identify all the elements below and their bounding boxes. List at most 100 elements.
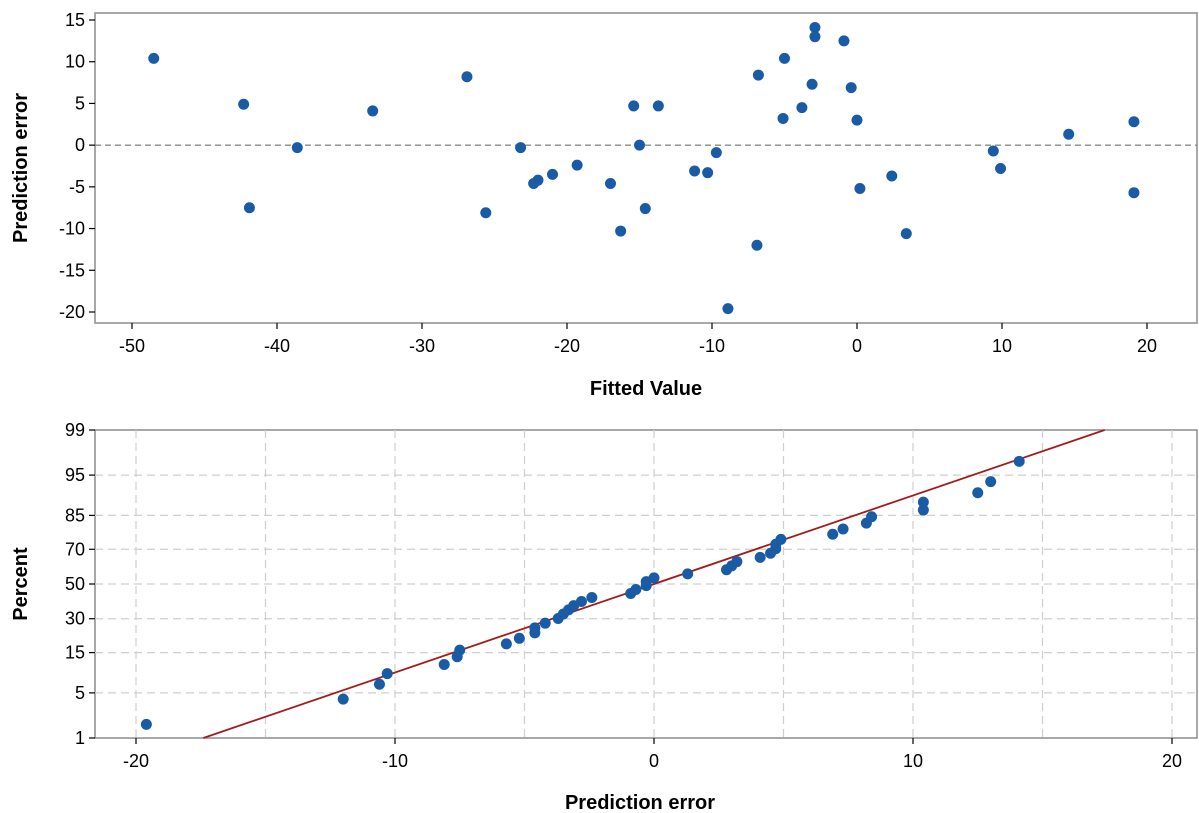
data-point [1128, 116, 1140, 128]
data-point [775, 533, 787, 545]
bottom-y-tick-label: 30 [65, 609, 85, 629]
data-point [529, 622, 541, 634]
top-y-tick-label: -10 [59, 219, 85, 239]
fit-line-group [203, 429, 1105, 739]
bottom-y-axis: 99 95 85 70 50 30 15 5 1 [65, 420, 95, 748]
data-point [837, 523, 849, 535]
bottom-x-tick-label: -20 [123, 751, 149, 771]
bottom-x-tick-label: -10 [382, 751, 408, 771]
bottom-y-tick-label: 5 [75, 683, 85, 703]
data-point [238, 98, 250, 110]
data-point [845, 82, 857, 94]
data-point [291, 142, 303, 154]
data-point [796, 102, 808, 114]
data-point [605, 178, 616, 190]
data-point [634, 139, 645, 151]
data-point [243, 202, 255, 214]
top-x-tick-label: -40 [264, 336, 290, 356]
data-point [851, 114, 863, 126]
bottom-x-tick-label: 10 [903, 751, 923, 771]
data-point [639, 203, 651, 215]
data-point [866, 511, 878, 523]
top-y-tick-label: 15 [65, 10, 85, 30]
residuals-vs-fits-panel: 15 10 5 0 -5 -10 -15 -20 -50 -40 -30 -20 -10 0 10 20 F… [10, 10, 1198, 400]
data-point [710, 147, 722, 159]
data-point [532, 174, 544, 186]
fit-line [203, 429, 1105, 739]
bottom-y-tick-label: 85 [65, 505, 85, 525]
data-point [547, 168, 558, 180]
bottom-gridlines [95, 430, 1197, 738]
data-point [722, 303, 734, 315]
data-point [461, 71, 473, 83]
data-point [886, 170, 898, 182]
top-x-tick-label: -10 [699, 336, 725, 356]
bottom-x-axis: -20 -10 0 10 20 [123, 738, 1182, 771]
data-point [381, 668, 393, 680]
top-y-axis-title: Prediction error [10, 93, 32, 243]
bottom-y-tick-label: 99 [65, 420, 85, 440]
data-point [648, 572, 660, 584]
data-point [367, 105, 379, 117]
top-y-tick-label: -20 [59, 302, 85, 322]
data-point [571, 159, 583, 171]
data-point [689, 165, 701, 177]
data-point [615, 225, 627, 237]
data-point [148, 52, 160, 64]
data-point [917, 504, 929, 516]
normal-probability-panel: 99 95 85 70 50 30 15 5 1 -20 -10 0 10 20 Prediction … [10, 420, 1198, 813]
top-y-tick-label: 5 [75, 93, 85, 113]
data-point [702, 167, 714, 179]
data-point [809, 22, 821, 34]
data-point [454, 644, 466, 656]
data-point [779, 52, 790, 64]
top-x-tick-label: 10 [992, 336, 1012, 356]
top-y-tick-label: 0 [75, 135, 85, 155]
bottom-data-points [140, 455, 1025, 730]
bottom-x-tick-label: 0 [649, 751, 659, 771]
bottom-x-tick-label: 20 [1162, 751, 1182, 771]
data-point [1013, 455, 1025, 467]
top-x-tick-label: -20 [554, 336, 580, 356]
data-point [900, 228, 912, 240]
data-point [752, 69, 764, 81]
data-point [438, 658, 450, 670]
data-point [630, 583, 642, 595]
data-point [751, 239, 763, 251]
top-x-tick-label: -30 [409, 336, 435, 356]
top-y-tick-label: 10 [65, 52, 85, 72]
bottom-x-axis-title: Prediction error [565, 792, 715, 813]
data-point [985, 476, 997, 488]
data-point [140, 718, 152, 730]
top-data-points [148, 22, 1140, 315]
data-point [809, 31, 821, 43]
data-point [838, 35, 850, 47]
data-point [1063, 128, 1075, 140]
data-point [586, 592, 598, 604]
top-x-axis: -50 -40 -30 -20 -10 0 10 20 [119, 323, 1157, 356]
data-point [854, 183, 866, 195]
data-point [373, 678, 385, 690]
data-point [575, 595, 587, 607]
data-point [682, 568, 694, 580]
bottom-y-tick-label: 1 [75, 728, 85, 748]
data-point [628, 100, 640, 112]
data-point [500, 638, 512, 650]
data-point [827, 528, 839, 540]
bottom-y-tick-label: 50 [65, 574, 85, 594]
data-point [337, 693, 349, 705]
data-point [987, 145, 999, 157]
top-x-tick-label: 20 [1137, 336, 1157, 356]
data-point [777, 112, 789, 124]
data-point [731, 556, 743, 568]
data-point [480, 207, 492, 219]
bottom-y-tick-label: 70 [65, 539, 85, 559]
top-x-tick-label: -50 [119, 336, 145, 356]
data-point [754, 551, 766, 563]
bottom-y-tick-label: 15 [65, 643, 85, 663]
top-y-axis: 15 10 5 0 -5 -10 -15 -20 [59, 10, 95, 322]
top-y-tick-label: -15 [59, 260, 85, 280]
top-x-axis-title: Fitted Value [590, 378, 702, 400]
data-point [1128, 187, 1140, 199]
